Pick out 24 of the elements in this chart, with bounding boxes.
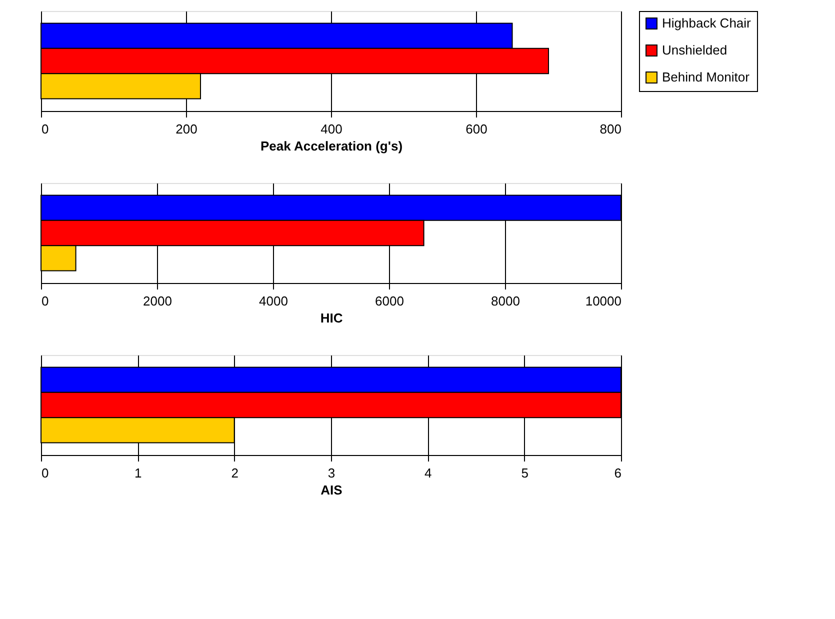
x-axis-title: AIS — [320, 482, 343, 498]
legend-label: Behind Monitor — [662, 70, 750, 84]
x-tick-label: 1 — [134, 466, 142, 480]
legend-label: Unshielded — [662, 42, 728, 58]
x-tick-label: 8000 — [491, 294, 520, 308]
x-tick-label: 4 — [424, 466, 432, 480]
x-tick-label: 0 — [42, 122, 49, 136]
x-tick-label: 3 — [328, 466, 336, 480]
x-tick-label: 5 — [521, 466, 528, 480]
x-tick-label: 2000 — [143, 294, 172, 308]
x-tick-label: 800 — [600, 122, 622, 136]
x-axis-title: Peak Acceleration (g's) — [260, 138, 403, 154]
x-tick-label: 10000 — [585, 294, 622, 308]
x-tick-label: 600 — [466, 122, 488, 136]
x-axis-title: HIC — [320, 310, 344, 326]
x-tick-label: 4000 — [259, 294, 288, 308]
x-tick-label: 400 — [320, 122, 342, 136]
x-tick-label: 0 — [42, 466, 49, 480]
x-tick-label: 6000 — [375, 294, 404, 308]
x-tick-label: 0 — [42, 294, 49, 308]
x-tick-label: 2 — [231, 466, 238, 480]
legend-label: Highback Chair — [662, 16, 752, 30]
x-tick-label: 200 — [176, 122, 198, 136]
x-tick-label: 6 — [614, 466, 622, 480]
